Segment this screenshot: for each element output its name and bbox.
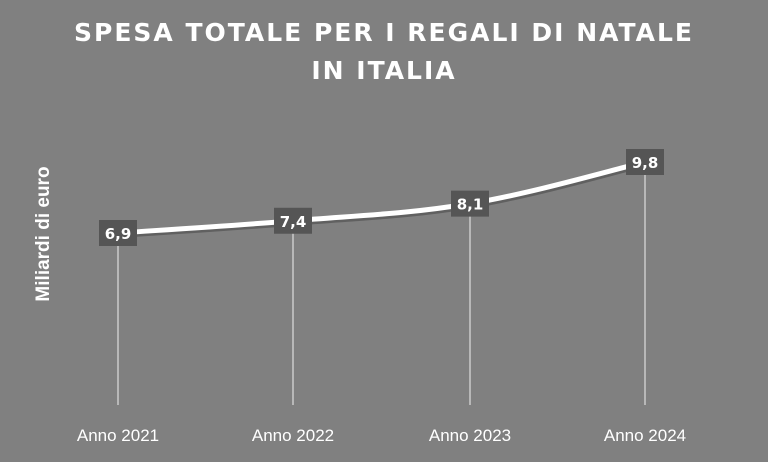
data-label: 9,8 [632,154,659,172]
x-tick-label: Anno 2024 [604,426,686,445]
chart-title-line-1: SPESA TOTALE PER I REGALI DI NATALE [74,18,694,47]
x-tick-label: Anno 2023 [429,426,511,445]
data-label: 6,9 [105,225,132,243]
data-label: 8,1 [457,196,484,214]
data-label-box [451,190,489,217]
chart-title-line-2: IN ITALIA [311,56,457,85]
series-line [115,159,648,236]
chart-title: SPESA TOTALE PER I REGALI DI NATALE IN I… [0,14,768,90]
data-label-box [99,220,137,246]
series-line-shadow [118,161,647,238]
data-label-box [274,207,312,234]
x-tick-label: Anno 2021 [77,426,159,445]
x-tick-label: Anno 2022 [252,426,334,445]
data-label-box [626,149,664,175]
data-label: 7,4 [280,213,307,231]
